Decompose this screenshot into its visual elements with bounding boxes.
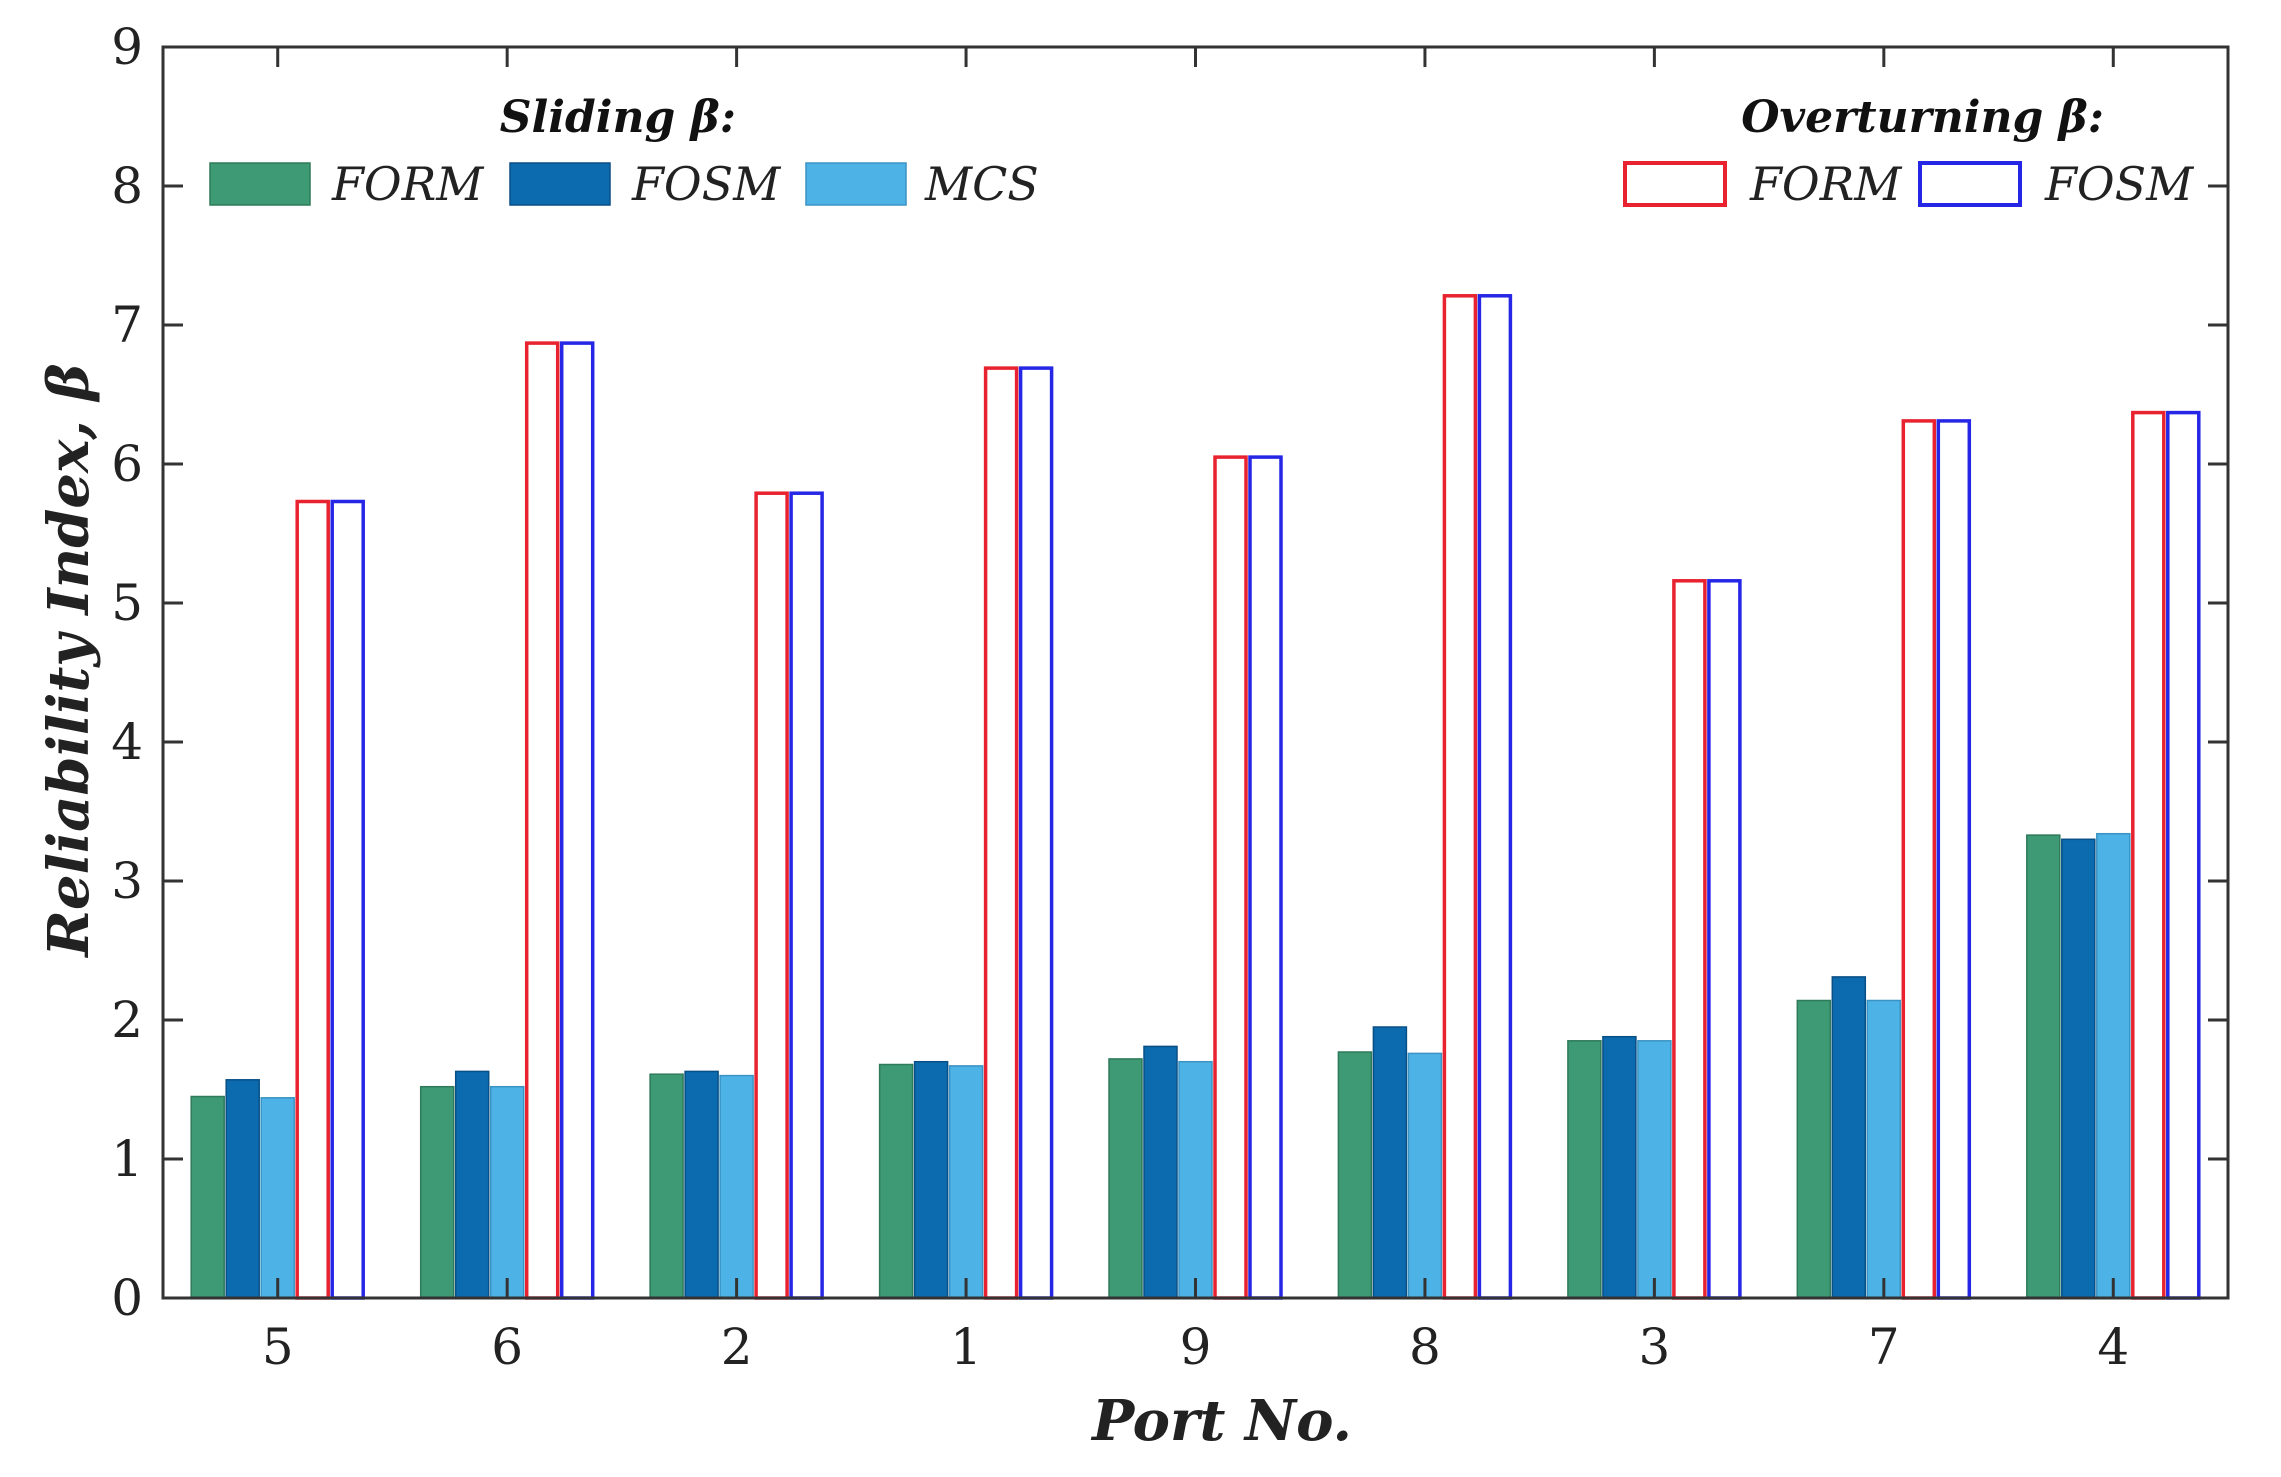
bar-overturning-fosm-port-7 — [1936, 419, 1972, 1300]
y-axis-title: Reliability Index, β — [36, 363, 102, 958]
bar-sliding-fosm-port-3 — [1602, 1035, 1637, 1299]
bar-overturning-form-port-4 — [2131, 410, 2166, 1300]
x-tick-label-port-7: 7 — [1868, 1318, 1900, 1376]
legend-swatch-overturning-fosm — [1918, 161, 2022, 207]
legend-title-overturning: Overturning β: — [1741, 92, 2104, 143]
bar-sliding-mcs-port-3 — [1637, 1040, 1672, 1299]
bar-sliding-mcs-port-2 — [719, 1074, 754, 1299]
bar-sliding-form-port-2 — [649, 1073, 684, 1299]
bar-overturning-form-port-1 — [983, 366, 1019, 1300]
bar-sliding-form-port-3 — [1567, 1040, 1602, 1299]
bar-sliding-form-port-5 — [190, 1095, 225, 1299]
legend-label-sliding-fosm: FOSM — [631, 157, 782, 211]
x-tick-label-port-9: 9 — [1180, 1318, 1212, 1376]
bar-sliding-fosm-port-7 — [1831, 976, 1867, 1299]
x-tick-label-port-1: 1 — [950, 1318, 982, 1376]
legend-label-sliding-mcs: MCS — [924, 157, 1039, 211]
bar-sliding-fosm-port-6 — [454, 1070, 490, 1299]
bar-overturning-form-port-3 — [1672, 579, 1707, 1300]
x-tick-label-port-8: 8 — [1409, 1318, 1441, 1376]
bar-sliding-fosm-port-9 — [1143, 1045, 1178, 1299]
legend-swatch-sliding-form — [209, 162, 311, 206]
bars-layer — [190, 294, 2201, 1300]
bar-sliding-mcs-port-1 — [948, 1065, 984, 1299]
legend-swatch-sliding-fosm — [509, 162, 611, 206]
x-tick-label-port-6: 6 — [491, 1318, 523, 1376]
bar-sliding-fosm-port-1 — [913, 1060, 949, 1299]
x-tick-label-port-3: 3 — [1638, 1318, 1670, 1376]
bar-overturning-form-port-2 — [754, 491, 789, 1300]
bar-sliding-fosm-port-5 — [225, 1079, 260, 1299]
y-tick-label-2: 2 — [111, 991, 143, 1049]
bar-overturning-fosm-port-4 — [2166, 410, 2201, 1300]
bar-sliding-form-port-8 — [1337, 1051, 1373, 1299]
bar-overturning-form-port-5 — [295, 499, 330, 1300]
bar-sliding-form-port-1 — [878, 1063, 914, 1299]
ticks-layer: 0 1 2 3 4 5 6 7 8 9 5 6 2 1 9 8 3 7 4 — [111, 18, 2228, 1376]
bar-sliding-mcs-port-6 — [489, 1085, 525, 1299]
x-tick-label-port-4: 4 — [2097, 1318, 2129, 1376]
legend-label-overturning-form: FORM — [1749, 157, 1903, 211]
bar-sliding-form-port-7 — [1796, 999, 1832, 1299]
y-tick-label-1: 1 — [111, 1130, 143, 1188]
legend-swatch-sliding-mcs — [805, 162, 907, 206]
bar-overturning-form-port-7 — [1901, 419, 1937, 1300]
bar-sliding-mcs-port-4 — [2096, 832, 2131, 1299]
bar-sliding-mcs-port-5 — [260, 1097, 295, 1299]
legend-swatch-overturning-form — [1623, 161, 1727, 207]
bar-overturning-fosm-port-6 — [559, 341, 595, 1300]
bar-sliding-form-port-4 — [2026, 834, 2061, 1299]
bar-overturning-form-port-9 — [1213, 455, 1248, 1300]
y-tick-label-8: 8 — [111, 157, 143, 215]
bar-sliding-form-port-6 — [419, 1085, 455, 1299]
y-tick-label-7: 7 — [111, 296, 143, 354]
x-axis-title: Port No. — [1090, 1388, 1352, 1454]
bar-sliding-fosm-port-2 — [684, 1070, 719, 1299]
legend-layer: FORM FOSM MCS FORM FOSM — [209, 157, 2195, 211]
bar-overturning-fosm-port-3 — [1707, 579, 1742, 1300]
x-tick-label-port-2: 2 — [721, 1318, 753, 1376]
bar-sliding-mcs-port-8 — [1407, 1052, 1443, 1299]
y-tick-label-0: 0 — [111, 1269, 143, 1327]
bar-overturning-fosm-port-5 — [330, 499, 365, 1300]
bar-sliding-fosm-port-8 — [1372, 1026, 1408, 1299]
bar-sliding-form-port-9 — [1108, 1058, 1143, 1299]
bar-overturning-form-port-6 — [524, 341, 560, 1300]
y-tick-label-5: 5 — [111, 574, 143, 632]
legend-title-sliding: Sliding β: — [500, 92, 736, 143]
bar-overturning-fosm-port-8 — [1477, 294, 1513, 1300]
bar-sliding-mcs-port-7 — [1866, 999, 1902, 1299]
bar-sliding-mcs-port-9 — [1178, 1060, 1213, 1299]
legend-label-sliding-form: FORM — [331, 157, 485, 211]
bar-overturning-fosm-port-2 — [789, 491, 824, 1300]
y-tick-label-4: 4 — [111, 713, 143, 771]
bar-overturning-fosm-port-1 — [1018, 366, 1054, 1300]
bar-overturning-form-port-8 — [1442, 294, 1478, 1300]
y-tick-label-9: 9 — [111, 18, 143, 76]
y-tick-label-3: 3 — [111, 852, 143, 910]
y-tick-label-6: 6 — [111, 435, 143, 493]
x-tick-label-port-5: 5 — [262, 1318, 294, 1376]
bar-sliding-fosm-port-4 — [2061, 838, 2096, 1299]
legend-label-overturning-fosm: FOSM — [2044, 157, 2195, 211]
bar-overturning-fosm-port-9 — [1248, 455, 1283, 1300]
